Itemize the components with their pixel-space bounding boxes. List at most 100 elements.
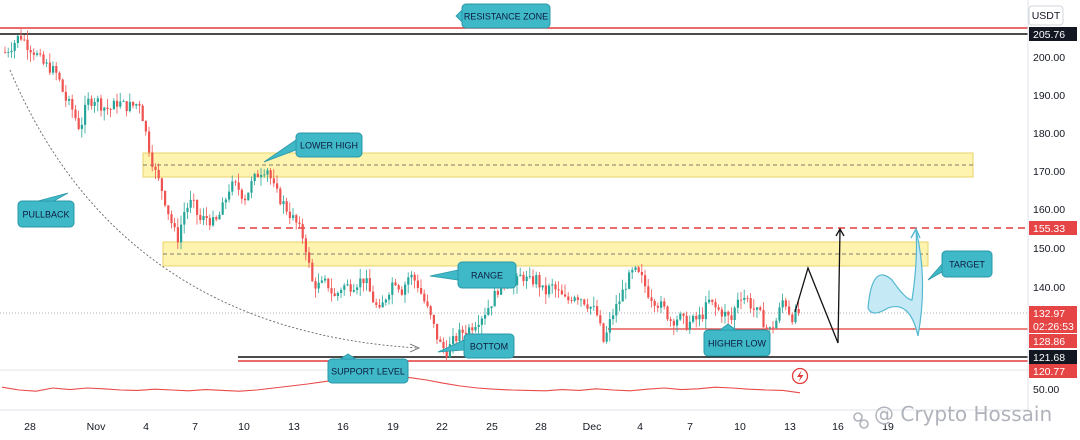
candle-body [368,278,371,292]
candle-body [359,278,362,288]
lightning-icon[interactable] [791,367,809,385]
candle-body [295,215,298,223]
candle-body [634,267,637,270]
candle-body [343,285,346,290]
candle-body [352,290,355,292]
candle-body [208,218,211,226]
callout-label: HIGHER LOW [708,339,767,349]
x-tick-label: 25 [486,421,498,433]
candle-body [391,282,394,295]
candle-body [410,274,413,278]
candle-body [372,291,375,303]
candle-body [772,327,775,329]
candle-body [592,306,595,307]
candle-body [778,307,781,321]
candle-body [93,101,96,106]
x-tick-label: 4 [143,421,149,433]
callout-pointer [429,269,459,281]
candle-body [525,276,528,282]
candle-body [439,339,442,342]
candle-body [304,238,307,253]
x-tick-label: 22 [436,421,448,433]
candle-body [660,301,663,308]
candle-body [397,285,400,290]
currency-badge[interactable] [1028,5,1064,26]
price-tag-background [1029,27,1077,41]
callout-label: RANGE [471,271,503,281]
candle-body [388,294,391,300]
candle-body [58,72,61,80]
price-tag-label: 155.33 [1033,223,1065,235]
candle-body [493,290,496,307]
price-tag-label: 121.68 [1033,352,1065,364]
target-projection-arrowhead [910,227,921,239]
callout-label: RESISTANCE ZONE [464,12,548,22]
candle-body [61,79,64,92]
candle-body [720,309,723,317]
callout-label: TARGET [949,260,985,270]
price-tag-label: 02:26:53 [1033,321,1074,333]
candle-body [746,297,749,299]
candle-body [23,39,26,41]
watermark-text: @ Crypto Hossain [874,402,1052,426]
callout-label: BOTTOM [470,342,508,352]
candle-body [311,262,314,282]
candle-body [762,310,765,328]
candle-body [548,285,551,295]
callout-pointer [455,9,463,23]
candle-body [490,306,493,309]
candle-body [557,289,560,291]
candle-body [116,100,119,107]
candle-body [173,223,176,228]
candle-body [413,274,416,281]
candle-body [256,173,259,178]
candle-body [90,98,93,106]
candle-body [340,289,343,293]
candle-body [279,188,282,205]
candle-body [212,217,215,226]
candle-body [87,98,90,105]
candle-body [356,287,359,291]
candle-body [647,286,650,298]
candle-body [586,304,589,309]
candle-body [477,324,480,328]
candle-body [13,42,16,51]
y-tick-label: 190.00 [1033,90,1065,102]
candle-body [308,252,311,263]
candle-body [285,201,288,212]
price-tag-label: 128.86 [1033,336,1065,348]
candle-body [663,301,666,307]
candle-body [567,296,570,301]
candle-body [375,302,378,306]
candle-body [560,290,563,295]
callout-pointer [338,353,358,360]
candle-body [679,313,682,320]
candle-body [516,276,519,286]
candle-body [589,306,592,309]
candle-body [704,302,707,320]
candle-body [64,91,67,101]
pullback-arrowhead [409,343,421,353]
candle-body [196,199,199,215]
candle-body [698,314,701,320]
candle-body [109,109,112,110]
x-tick-label: 16 [832,421,844,433]
candle-body [676,319,679,326]
candle-body [740,299,743,301]
candle-body [461,329,464,333]
candle-body [71,98,74,110]
candle-body [730,315,733,320]
candle-body [42,54,45,64]
x-tick-label: 7 [192,421,198,433]
price-tag-background [1029,319,1077,333]
candle-body [327,278,330,289]
candle-body [756,307,759,310]
x-tick-label: 13 [288,421,300,433]
candle-body [724,311,727,317]
candle-body [685,315,688,330]
candle-body [420,287,423,294]
pullback-curve [9,69,419,349]
candle-body [266,170,269,175]
